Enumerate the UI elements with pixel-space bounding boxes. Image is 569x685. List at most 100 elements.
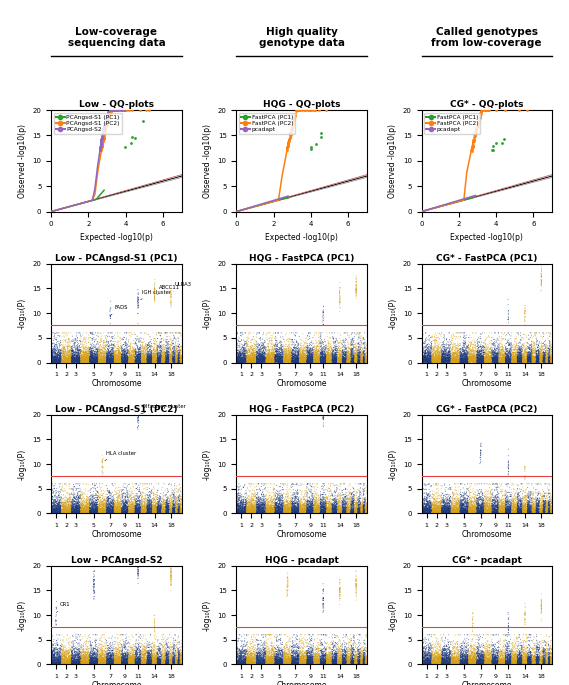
Point — [515, 354, 524, 365]
Point — [291, 503, 300, 514]
Point — [502, 354, 511, 365]
Point — [504, 352, 513, 363]
Point — [335, 348, 344, 359]
Point — [130, 356, 139, 367]
Point — [348, 502, 357, 513]
Point — [263, 356, 272, 366]
Point — [456, 507, 465, 518]
Point — [459, 506, 468, 517]
Point — [484, 356, 493, 366]
Point — [327, 650, 336, 661]
Point — [463, 654, 472, 665]
Point — [500, 659, 509, 670]
Point — [478, 503, 487, 514]
Point — [341, 647, 350, 658]
Point — [486, 647, 496, 658]
Point — [502, 658, 511, 669]
Point — [328, 658, 337, 669]
Point — [62, 479, 71, 490]
Point — [468, 506, 477, 517]
Point — [343, 355, 352, 366]
Point — [97, 659, 106, 670]
Point — [236, 508, 245, 519]
Point — [248, 348, 257, 359]
Point — [539, 652, 549, 663]
Point — [72, 654, 81, 665]
Point — [61, 490, 70, 501]
Point — [302, 506, 311, 516]
Point — [434, 658, 443, 669]
Point — [131, 647, 141, 658]
Point — [419, 504, 428, 515]
Point — [463, 501, 472, 512]
Point — [89, 490, 98, 501]
Point — [250, 647, 259, 658]
Point — [266, 497, 275, 508]
Point — [156, 351, 166, 362]
Point — [453, 507, 463, 518]
Point — [316, 657, 325, 668]
Point — [51, 345, 60, 356]
Point — [47, 501, 56, 512]
Point — [418, 651, 427, 662]
Point — [513, 356, 522, 367]
Point — [327, 507, 336, 518]
Point — [341, 646, 351, 657]
Point — [259, 489, 269, 500]
Point — [133, 506, 142, 517]
Point — [535, 353, 545, 364]
Point — [242, 507, 251, 518]
Point — [331, 504, 340, 515]
Point — [354, 503, 364, 514]
Point — [519, 658, 529, 669]
Point — [339, 356, 348, 366]
Point — [439, 656, 448, 667]
Point — [103, 495, 112, 506]
Point — [361, 501, 370, 512]
Point — [483, 645, 492, 656]
Point — [68, 336, 77, 347]
Point — [517, 499, 526, 510]
Point — [235, 656, 244, 667]
Point — [259, 632, 268, 643]
Point — [106, 654, 116, 665]
Point — [329, 508, 338, 519]
Point — [233, 355, 242, 366]
Point — [270, 340, 279, 351]
Point — [521, 356, 530, 367]
Point — [302, 351, 311, 362]
Point — [520, 654, 529, 665]
Point — [424, 653, 433, 664]
Point — [57, 656, 66, 667]
Point — [72, 340, 81, 351]
Point — [129, 502, 138, 513]
Point — [480, 347, 489, 358]
Point — [345, 501, 354, 512]
Point — [489, 653, 498, 664]
Point — [334, 507, 343, 518]
Point — [65, 355, 74, 366]
Point — [535, 354, 544, 365]
Point — [497, 646, 506, 657]
Point — [308, 356, 318, 367]
Point — [472, 357, 481, 368]
Point — [85, 506, 94, 516]
Point — [155, 502, 164, 513]
Point — [145, 483, 154, 494]
Point — [521, 353, 530, 364]
Point — [449, 348, 458, 359]
Point — [425, 350, 434, 361]
Point — [432, 501, 442, 512]
Point — [442, 506, 451, 516]
Point — [244, 658, 253, 669]
Point — [538, 347, 547, 358]
Point — [451, 638, 460, 649]
Point — [120, 651, 129, 662]
Point — [68, 505, 77, 516]
Point — [443, 353, 452, 364]
Point — [544, 506, 553, 517]
Point — [174, 503, 183, 514]
Point — [80, 501, 89, 512]
Point — [432, 349, 442, 360]
Point — [517, 350, 526, 361]
